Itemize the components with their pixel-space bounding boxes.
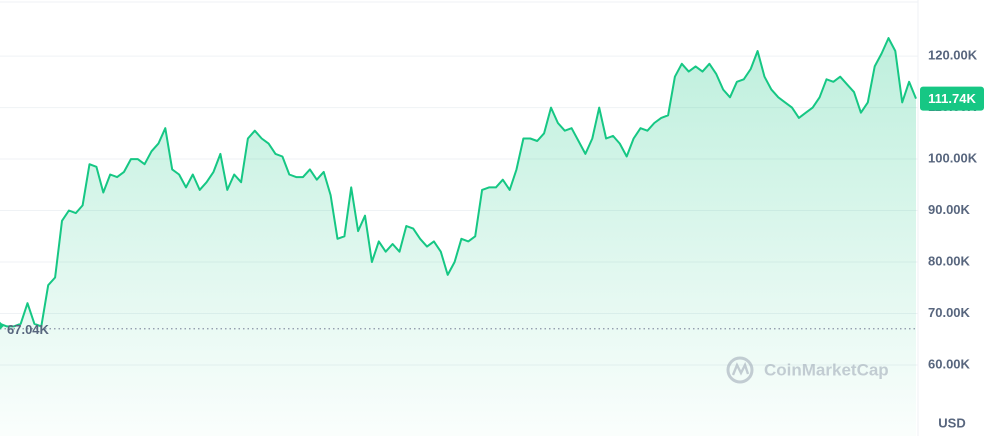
watermark-logo-mark	[731, 361, 750, 376]
y-tick-label: 80.00K	[928, 253, 971, 268]
y-tick-label: 60.00K	[928, 356, 971, 371]
current-price-label: 111.74K	[928, 91, 976, 106]
currency-label: USD	[938, 415, 965, 430]
y-tick-label: 120.00K	[928, 48, 978, 63]
watermark-text: CoinMarketCap	[764, 360, 889, 379]
watermark: CoinMarketCap	[726, 356, 889, 384]
y-tick-label: 70.00K	[928, 305, 971, 320]
price-line	[0, 37, 917, 328]
y-tick-label: 100.00K	[928, 150, 978, 165]
current-price-badge	[920, 86, 984, 111]
y-tick-label: 90.00K	[928, 202, 971, 217]
area-fill	[0, 38, 916, 436]
watermark-logo	[726, 356, 754, 384]
low-marker	[0, 321, 4, 330]
plot: 67.04K	[0, 37, 918, 436]
y-axis: 120.00K110.00K100.00K90.00K80.00K70.00K6…	[920, 48, 984, 371]
low-label: 67.04K	[7, 322, 50, 337]
